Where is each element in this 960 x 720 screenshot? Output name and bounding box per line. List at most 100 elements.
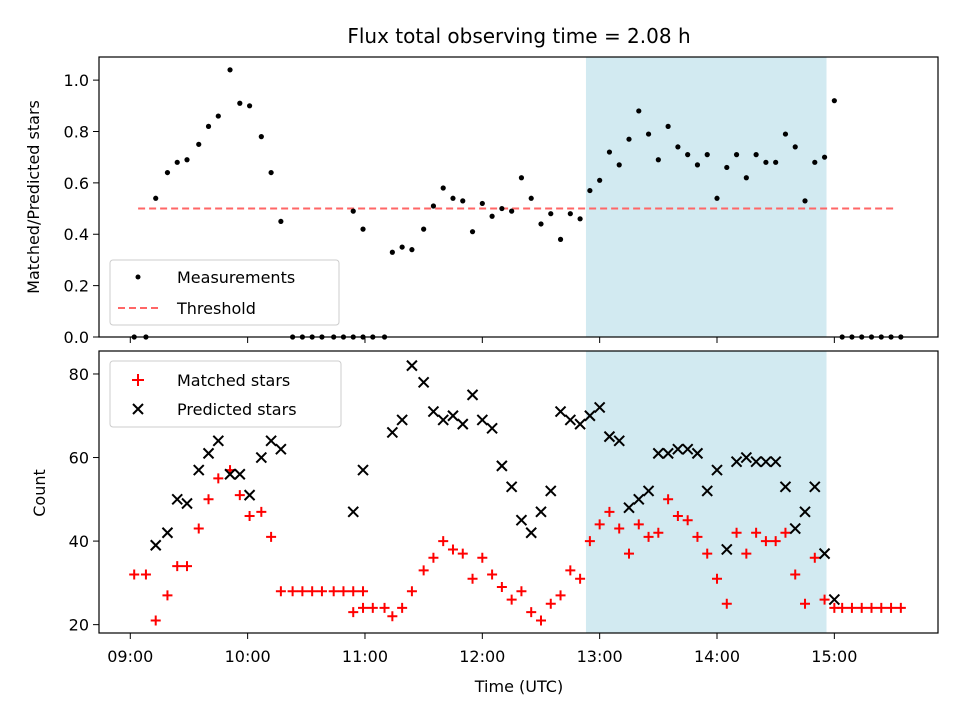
matched-star-point	[328, 586, 339, 597]
count-panel-frame	[98, 350, 939, 634]
measurement-point	[460, 198, 466, 204]
measurement-point	[831, 98, 837, 104]
predicted-star-point	[406, 359, 418, 372]
observing-window-shade	[585, 57, 827, 337]
y-tick-label: 0.4	[64, 225, 89, 244]
measurement-point	[724, 164, 730, 171]
x-tick-label: 09:00	[107, 647, 153, 666]
predicted-star-point	[347, 506, 359, 518]
matched-star-point	[438, 536, 449, 547]
predicted-star-point	[789, 522, 801, 535]
measurement-point	[430, 203, 437, 209]
matched-star-point	[653, 527, 664, 538]
predicted-star-point	[505, 481, 518, 493]
matched-star-point	[182, 561, 193, 572]
matched-star-point	[406, 586, 417, 597]
ratio-legend-box	[109, 259, 340, 326]
legend-matched-label: Matched stars	[177, 371, 290, 390]
predicted-star-point	[171, 493, 183, 506]
measurement-point	[399, 244, 405, 250]
measurement-point	[616, 162, 622, 168]
x-tick-label: 15:00	[811, 647, 857, 666]
matched-star-point	[545, 598, 556, 609]
measurement-points	[131, 67, 904, 340]
measurement-point	[278, 218, 284, 225]
predicted-star-point	[760, 456, 772, 468]
legend-measurements-marker	[135, 274, 141, 280]
predicted-star-point	[202, 447, 215, 460]
measurement-point	[469, 229, 476, 235]
y-tick-label: 0.8	[64, 122, 89, 141]
measurement-point	[626, 136, 632, 142]
predicted-star-point	[828, 593, 841, 606]
measurement-point	[802, 198, 808, 204]
predicted-star-point	[150, 539, 162, 551]
matched-star-point	[663, 494, 674, 505]
predicted-star-point	[740, 451, 753, 464]
predicted-star-point	[535, 506, 547, 518]
predicted-star-point	[701, 485, 713, 497]
matched-star-point	[682, 515, 693, 526]
measurement-point	[174, 159, 180, 165]
predicted-star-point	[496, 460, 508, 472]
matched-star-point	[770, 536, 781, 547]
legend-measurements-label: Measurements	[177, 268, 295, 287]
matched-star-point	[575, 573, 586, 584]
measurement-point	[782, 131, 789, 137]
count-legend: Matched stars Predicted stars	[109, 360, 342, 428]
matched-star-point	[140, 569, 151, 580]
matched-star-point	[387, 611, 398, 622]
matched-star-point	[780, 527, 791, 538]
measurement-point	[205, 123, 212, 129]
measurement-point	[577, 216, 583, 222]
predicted-star-point	[769, 456, 782, 468]
predicted-star-point	[224, 468, 236, 480]
y-tick-label: 80	[69, 365, 89, 384]
matched-star-point	[379, 602, 390, 613]
ratio-y-axis-label: Matched/Predicted stars	[24, 100, 43, 294]
x-tick-label: 11:00	[342, 647, 388, 666]
matched-star-point	[800, 598, 811, 609]
matched-star-point	[760, 536, 771, 547]
chart-title: Flux total observing time = 2.08 h	[347, 24, 690, 48]
measurement-point	[645, 131, 652, 137]
ratio-x-ticks	[129, 337, 835, 343]
ratio-panel-frame	[98, 56, 939, 338]
matched-star-point	[594, 519, 605, 530]
matched-star-point	[496, 582, 507, 593]
matched-star-point	[526, 607, 537, 618]
measurement-point	[258, 134, 264, 140]
measurement-point	[499, 205, 505, 212]
matched-star-point	[876, 602, 887, 613]
ratio-y-axis: 0.0 0.2 0.4 0.6 0.8 1.0	[64, 71, 99, 347]
measurement-point	[479, 200, 485, 207]
matched-star-point	[348, 607, 359, 618]
matched-star-point	[633, 519, 644, 530]
measurement-point	[567, 211, 573, 217]
matched-star-point	[790, 569, 801, 580]
measurement-point	[538, 221, 544, 227]
predicted-star-point	[234, 468, 246, 480]
measurement-point	[509, 208, 515, 214]
x-tick-label: 14:00	[694, 647, 740, 666]
matched-star-point	[358, 586, 369, 597]
matched-star-point	[604, 506, 615, 517]
matched-star-point	[447, 544, 458, 555]
matched-star-point	[506, 594, 517, 605]
measurement-point	[636, 108, 642, 114]
matched-star-point	[358, 602, 369, 613]
measurement-point	[227, 67, 233, 73]
predicted-star-point	[681, 443, 694, 455]
measurement-point	[655, 157, 661, 163]
predicted-star-point	[396, 414, 408, 426]
matched-star-point	[307, 586, 318, 597]
measurement-point	[409, 247, 415, 253]
predicted-star-point	[447, 410, 459, 422]
measurement-point	[268, 169, 274, 176]
predicted-star-point	[584, 410, 596, 422]
predicted-star-point	[633, 493, 645, 506]
measurement-point	[694, 162, 701, 168]
predicted-star-point	[799, 506, 811, 518]
count-y-axis-label: Count	[30, 469, 49, 517]
